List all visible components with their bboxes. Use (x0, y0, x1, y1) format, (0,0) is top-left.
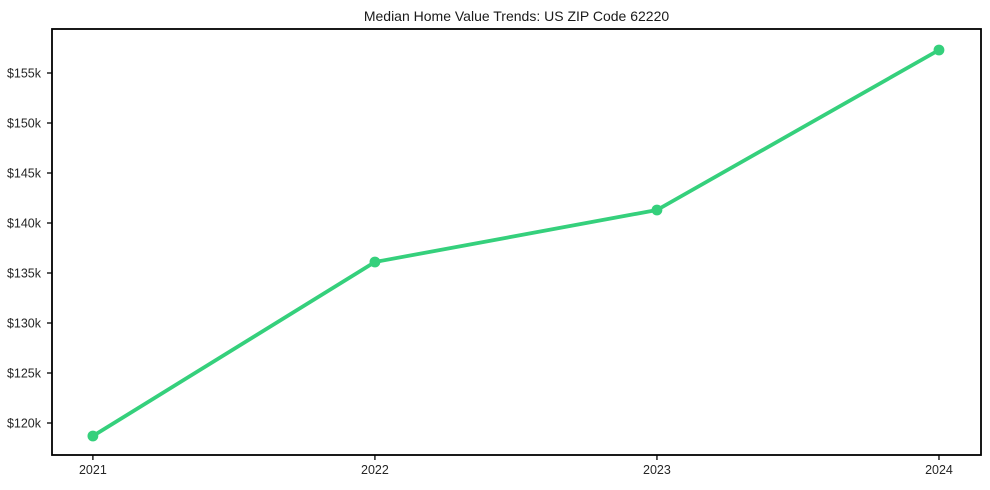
data-line (90, 48, 941, 438)
x-tick-label: 2022 (361, 463, 389, 477)
y-tick-label: $155k (7, 66, 42, 80)
y-tick-label: $145k (7, 166, 42, 180)
chart-title: Median Home Value Trends: US ZIP Code 62… (363, 8, 670, 24)
data-point-marker (651, 204, 663, 216)
x-tick-label: 2021 (79, 463, 107, 477)
y-tick-label: $135k (7, 266, 42, 280)
data-point-marker (933, 44, 945, 56)
y-tick-label: $125k (7, 366, 42, 380)
x-tick-label: 2024 (925, 463, 953, 477)
x-tick-label: 2023 (643, 463, 671, 477)
plot-frame (51, 28, 982, 456)
data-point-marker (87, 430, 99, 442)
y-tick-label: $130k (7, 316, 42, 330)
y-tick-label: $120k (7, 416, 42, 430)
data-point-marker (369, 256, 381, 268)
y-tick-label: $140k (7, 216, 42, 230)
y-tick-label: $150k (7, 116, 42, 130)
